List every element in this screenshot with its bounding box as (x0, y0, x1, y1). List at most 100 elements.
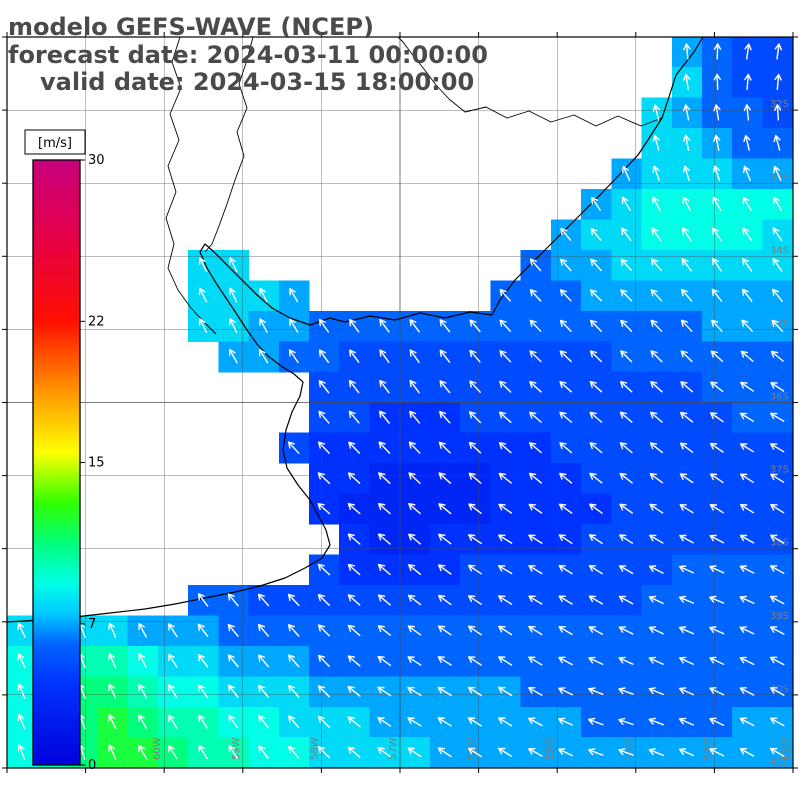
wind-arrow (648, 687, 664, 696)
wind-arrow (743, 134, 751, 151)
arrow-layer (17, 43, 785, 760)
wind-arrow (499, 350, 512, 363)
wind-arrow (348, 410, 360, 424)
wind-arrow (560, 258, 572, 272)
wind-arrow (619, 442, 633, 454)
wind-arrow (709, 565, 725, 574)
wind-arrow (559, 381, 572, 393)
lon-label: 57W (388, 737, 399, 760)
wind-arrow (168, 653, 178, 668)
lat-label: 39S (770, 611, 789, 622)
wind-arrow (529, 258, 542, 272)
wind-arrow (558, 565, 573, 575)
wind-arrow (620, 258, 632, 272)
lat-label: 32S (770, 99, 789, 110)
wind-arrow (499, 289, 511, 302)
wind-arrow (682, 227, 692, 242)
wind-arrow (287, 441, 300, 454)
wind-arrow (679, 534, 694, 544)
wind-arrow (198, 745, 208, 760)
wind-arrow (590, 227, 602, 241)
wind-arrow (678, 717, 695, 726)
wind-arrow (648, 626, 664, 635)
wind-arrow (198, 318, 208, 334)
wind-arrow (108, 714, 117, 730)
wind-arrow (407, 717, 422, 727)
wind-arrow (588, 717, 604, 726)
wind-arrow (288, 715, 300, 729)
wind-arrow (648, 748, 664, 756)
wind-arrow (591, 197, 601, 211)
lon-label: 55W (545, 737, 556, 760)
wind-arrow (650, 350, 663, 363)
wind-arrow (648, 565, 664, 574)
wind-arrow (559, 442, 573, 454)
wind-arrow (317, 746, 330, 759)
wind-arrow (742, 227, 753, 242)
wind-arrow (259, 318, 268, 333)
wind-arrow (228, 348, 238, 364)
wind-arrow (590, 319, 602, 332)
wind-arrow (588, 565, 603, 575)
wind-arrow (349, 319, 360, 333)
wind-arrow (710, 350, 724, 363)
wind-arrow (378, 503, 391, 515)
colorbar-tick-label: 0 (88, 758, 96, 773)
wind-arrow (198, 287, 208, 303)
wind-arrow (739, 656, 755, 666)
wind-arrow (498, 503, 512, 514)
wind-arrow (622, 165, 631, 181)
model-title: modelo GEFS-WAVE (NCEP) (8, 13, 374, 41)
wind-arrow (468, 441, 482, 454)
wind-arrow (377, 655, 392, 666)
wind-arrow (652, 104, 660, 121)
wind-arrow (588, 595, 603, 605)
wind-arrow (347, 716, 361, 728)
wind-arrow (289, 318, 299, 333)
wind-arrow (257, 623, 269, 637)
wind-arrow (770, 504, 785, 514)
lon-label: 54W (624, 737, 635, 760)
wind-arrow (739, 534, 755, 544)
wind-arrow (379, 319, 390, 333)
wind-arrow (17, 683, 26, 699)
wind-arrow (347, 624, 361, 637)
wind-arrow (739, 748, 755, 757)
wind-arrow (259, 349, 269, 364)
wind-arrow (558, 534, 573, 544)
wind-arrow (770, 565, 785, 574)
wind-arrow (739, 565, 755, 574)
wind-arrow (408, 564, 422, 575)
wind-arrow (559, 350, 572, 363)
wind-arrow (650, 381, 663, 393)
wind-arrow (620, 319, 633, 332)
wind-arrow (619, 503, 633, 514)
wind-arrow (407, 656, 422, 666)
wind-arrow (377, 625, 391, 636)
wind-arrow (439, 410, 451, 424)
wind-arrow (138, 683, 147, 699)
wind-arrow (468, 595, 482, 605)
wind-arrow (712, 196, 722, 212)
wind-arrow (108, 653, 117, 669)
wind-arrow (774, 73, 782, 91)
wind-arrow (682, 196, 691, 212)
colorbar: 30 22 15 7 0 [m/s] (24, 129, 105, 773)
wind-arrow (498, 565, 513, 575)
wind-arrow (679, 504, 694, 514)
wind-arrow (378, 472, 391, 484)
wind-arrow (744, 73, 752, 91)
lat-label: 36S (770, 392, 789, 403)
wind-arrow (108, 683, 117, 699)
wind-arrow (739, 412, 755, 422)
wind-arrow (649, 442, 663, 454)
wind-arrow (528, 625, 543, 636)
border-ticks (2, 32, 798, 773)
wind-arrow (377, 563, 391, 576)
colorbar-tick-label: 15 (88, 456, 105, 471)
colorbar-tick-label: 22 (88, 314, 105, 329)
wind-arrow (739, 717, 755, 727)
wind-arrow (558, 503, 573, 514)
wind-arrow (712, 227, 722, 242)
wind-arrow (498, 747, 513, 757)
